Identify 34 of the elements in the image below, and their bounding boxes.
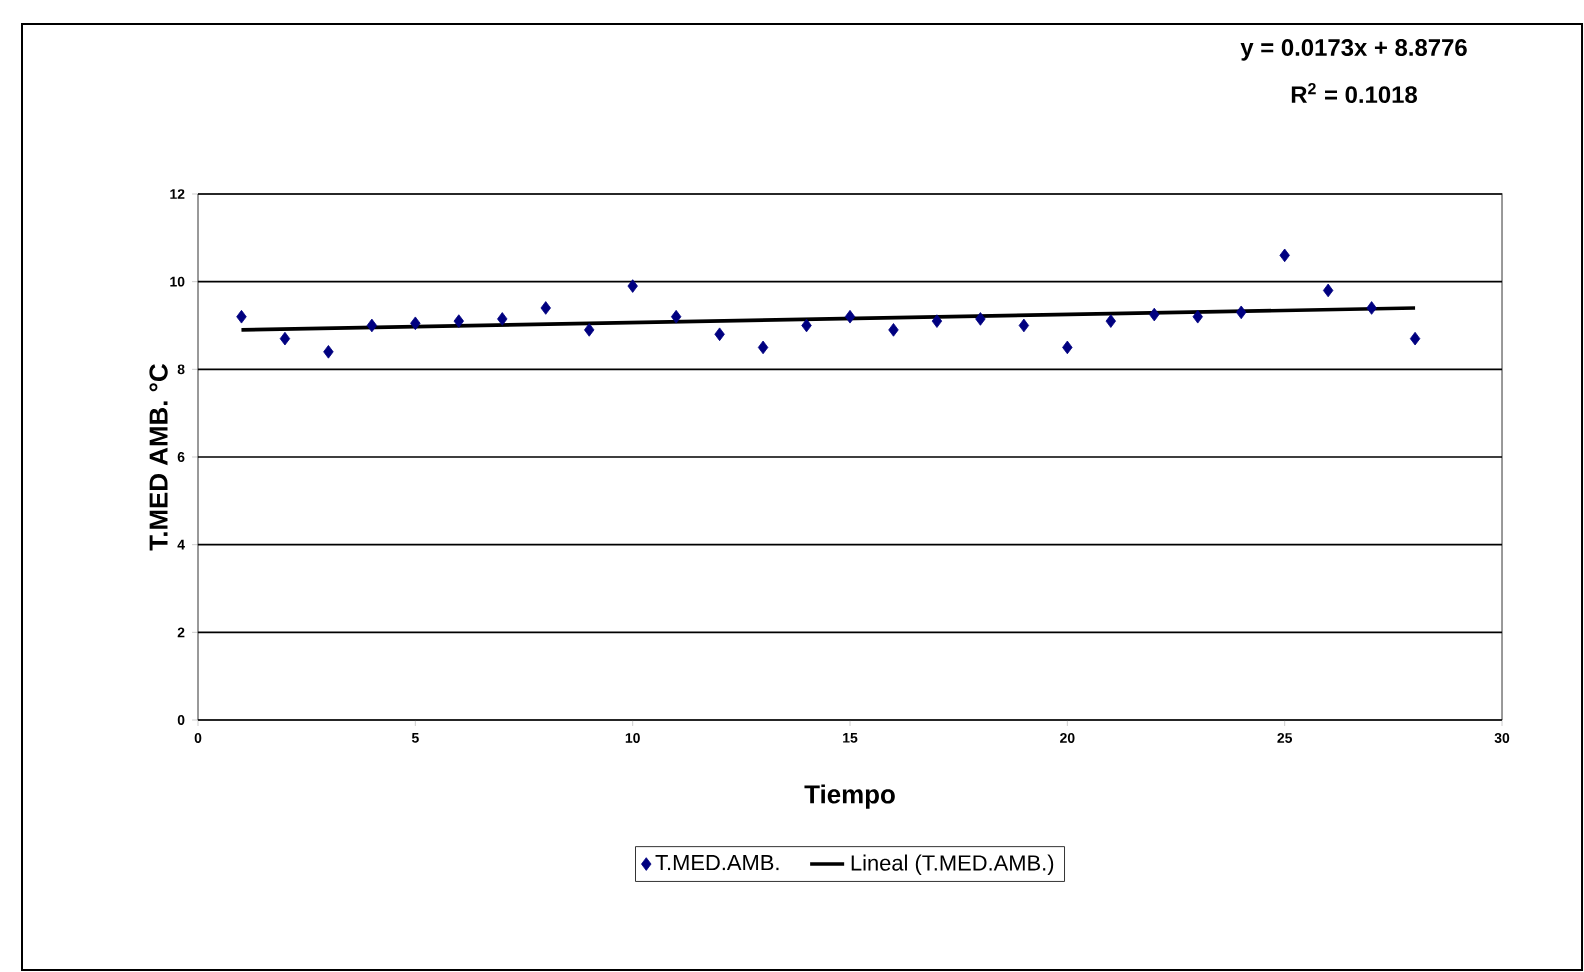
point	[323, 345, 334, 359]
point	[1062, 340, 1073, 355]
point	[1018, 318, 1030, 333]
point	[1366, 301, 1377, 315]
y-axis-title: T.MED AMB. °C	[149, 364, 168, 551]
point	[844, 309, 856, 324]
point	[801, 318, 812, 333]
point	[366, 318, 378, 333]
point	[931, 314, 943, 328]
point	[714, 327, 725, 342]
point	[670, 309, 682, 324]
point	[236, 309, 247, 324]
point	[1409, 331, 1421, 346]
point	[1149, 307, 1160, 322]
x-axis-title: Tiempo	[804, 784, 895, 809]
point	[975, 312, 986, 326]
point	[584, 323, 595, 337]
point	[1192, 309, 1203, 324]
point	[1236, 305, 1247, 320]
legend-label: Lineal (T.MED.AMB.)	[851, 854, 1054, 876]
point	[627, 279, 638, 293]
point	[540, 301, 551, 315]
text: y = 0.0173x + 8.8776	[1240, 39, 1467, 61]
point	[453, 314, 464, 328]
point	[1105, 314, 1116, 328]
point	[1322, 283, 1334, 298]
point	[497, 312, 508, 326]
point	[757, 340, 769, 355]
text: R$^{2}$ = 0.1018	[1291, 83, 1418, 104]
point	[1279, 248, 1290, 263]
point	[410, 316, 421, 331]
point	[279, 331, 291, 346]
legend-label: T.MED.AMB.	[655, 855, 779, 871]
point	[888, 323, 899, 337]
